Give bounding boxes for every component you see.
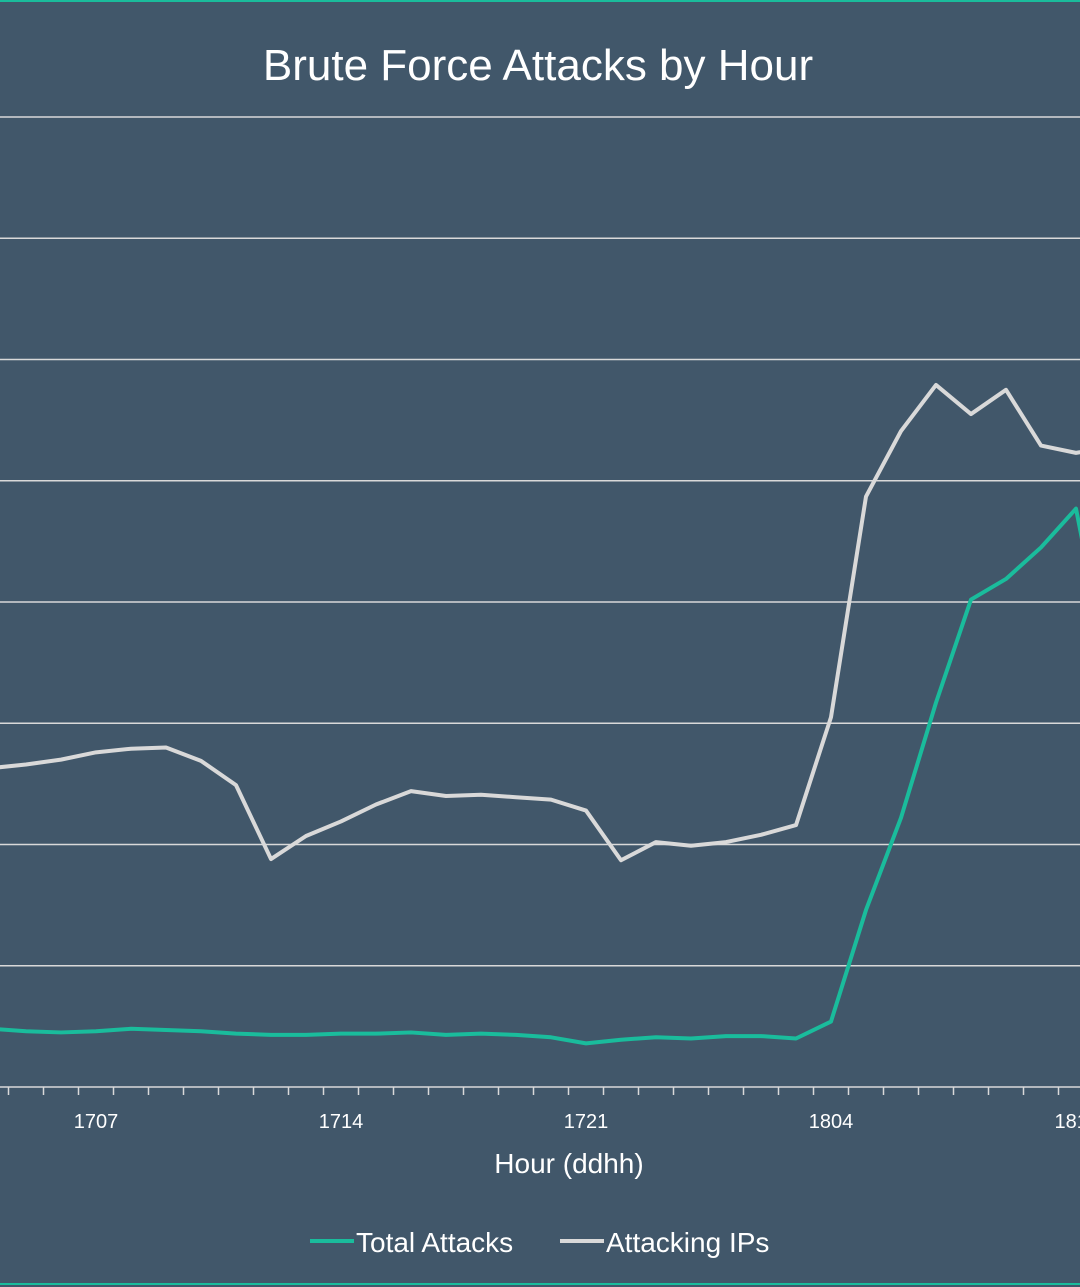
legend: Total Attacks Attacking IPs: [310, 1227, 769, 1258]
x-axis: 1707 1714 1721 1804 1811: [0, 1086, 1080, 1133]
series-line-attacking-ips: [0, 382, 1080, 863]
gridlines: [0, 116, 1080, 967]
x-tick-label: 1811: [1054, 1111, 1080, 1133]
x-tick-label: 1714: [319, 1111, 364, 1133]
x-tick-label: 1721: [564, 1111, 609, 1133]
chart-title: Brute Force Attacks by Hour: [263, 41, 813, 90]
legend-label: Attacking IPs: [606, 1227, 769, 1258]
x-tick-label: 1804: [809, 1111, 854, 1133]
series-lines: [0, 382, 1080, 1046]
legend-label: Total Attacks: [356, 1227, 513, 1258]
x-axis-title: Hour (ddhh): [494, 1148, 643, 1179]
x-tick-label: 1707: [74, 1111, 119, 1133]
series-line-total-attacks: [0, 506, 1080, 1046]
